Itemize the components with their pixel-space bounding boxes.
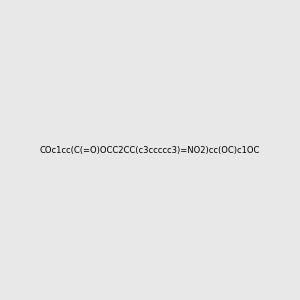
Text: COc1cc(C(=O)OCC2CC(c3ccccc3)=NO2)cc(OC)c1OC: COc1cc(C(=O)OCC2CC(c3ccccc3)=NO2)cc(OC)c… xyxy=(40,146,260,154)
